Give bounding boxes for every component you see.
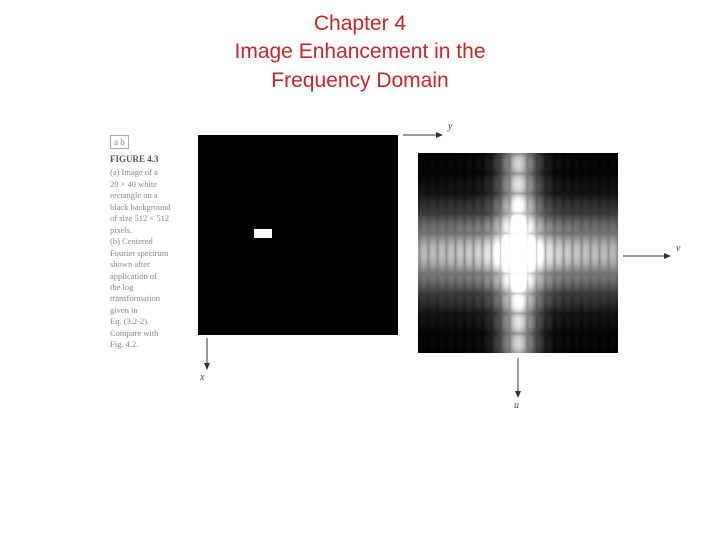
y-axis-arrow xyxy=(403,127,443,137)
figure-b-spectrum xyxy=(418,153,618,353)
title-line-1: Chapter 4 xyxy=(314,12,406,35)
figure-a-image xyxy=(198,135,398,335)
title-line-3: Frequency Domain xyxy=(271,69,448,92)
y-axis-label: y xyxy=(448,121,452,132)
spectrum-canvas xyxy=(418,153,618,353)
chapter-title: Chapter 4 Image Enhancement in the Frequ… xyxy=(0,0,720,95)
v-axis-label: v xyxy=(676,243,680,254)
u-axis-label: u xyxy=(514,400,519,411)
v-axis-arrow xyxy=(623,248,671,258)
figure-number: FIGURE 4.3 xyxy=(110,153,180,165)
x-axis-arrow xyxy=(202,338,212,370)
u-axis-arrow xyxy=(513,358,523,398)
ab-label: a b xyxy=(110,135,129,149)
figure-b-container: v u xyxy=(418,153,618,353)
x-axis-label: x xyxy=(200,372,204,383)
white-rectangle xyxy=(254,229,272,238)
figure-caption: a b FIGURE 4.3 (a) Image of a20 × 40 whi… xyxy=(110,135,180,351)
figure-content: a b FIGURE 4.3 (a) Image of a20 × 40 whi… xyxy=(110,135,640,415)
title-line-2: Image Enhancement in the xyxy=(235,40,486,63)
caption-text: (a) Image of a20 × 40 whiterectangle on … xyxy=(110,167,180,351)
figure-a-container: y x xyxy=(198,135,398,335)
